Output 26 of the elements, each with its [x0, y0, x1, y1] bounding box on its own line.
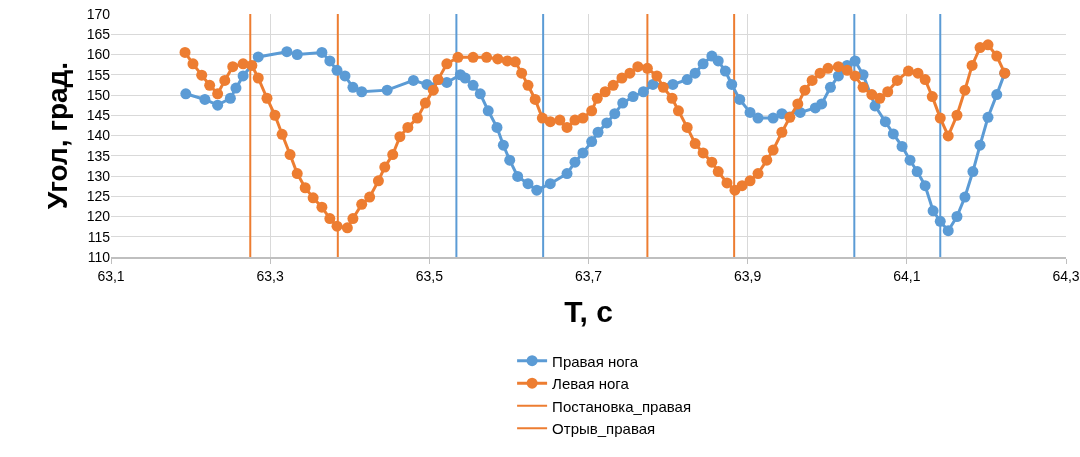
y-tick-label: 145 [86, 107, 111, 124]
legend-label: Отрыв_правая [552, 420, 656, 438]
y-tick-label: 140 [86, 127, 111, 144]
y-tick-label: 135 [86, 147, 111, 164]
y-axis-title: Угол, град. [42, 61, 74, 210]
y-tick-label: 130 [86, 167, 111, 184]
y-tick-label: 120 [86, 208, 111, 225]
x-tick-label: 64,3 [1052, 267, 1080, 284]
x-tick-label: 64,1 [893, 267, 921, 284]
y-tick-label: 165 [86, 26, 111, 43]
y-tick-label: 150 [86, 86, 111, 103]
legend-label: Постановка_правая [552, 397, 692, 415]
x-tick-label: 63,1 [97, 267, 125, 284]
x-tick-label: 63,9 [734, 267, 762, 284]
y-tick-label: 155 [86, 66, 111, 83]
x-axis-title: Т, с [564, 294, 613, 328]
y-tick-label: 110 [87, 248, 111, 265]
x-tick-label: 63,7 [574, 267, 603, 284]
y-tick-label: 125 [86, 188, 111, 205]
legend-label: Левая нога [552, 375, 630, 393]
y-tick-label: 160 [86, 46, 111, 63]
x-tick-label: 63,3 [256, 267, 285, 284]
x-tick-label: 63,5 [415, 267, 444, 284]
y-tick-label: 115 [87, 228, 111, 245]
y-tick-label: 170 [86, 5, 111, 22]
legend-label: Правая нога [552, 352, 639, 370]
